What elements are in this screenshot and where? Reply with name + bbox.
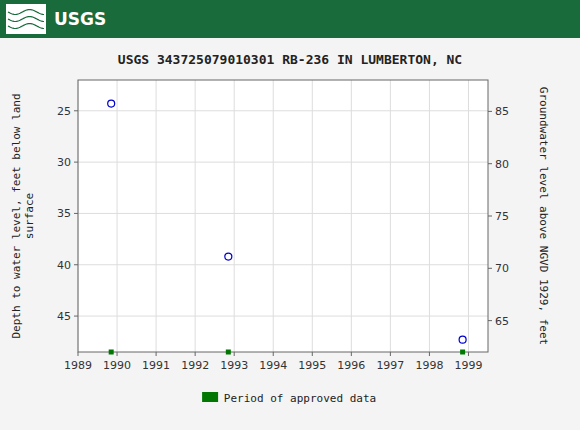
- tick: [234, 352, 235, 356]
- tick-label: 1992: [181, 359, 209, 372]
- background: [0, 0, 580, 430]
- header-text: USGS: [54, 9, 106, 29]
- tick: [273, 352, 274, 356]
- tick-label: 35: [57, 207, 71, 220]
- tick: [195, 352, 196, 356]
- grid-line: [78, 110, 488, 111]
- tick: [74, 213, 78, 214]
- tick-label: 45: [57, 310, 71, 323]
- tick: [74, 264, 78, 265]
- period-markers: [109, 350, 465, 355]
- grid-line: [78, 264, 488, 265]
- header-bar: [0, 0, 580, 38]
- tick: [429, 352, 430, 356]
- point: [459, 336, 466, 343]
- tick-label: 85: [495, 105, 509, 118]
- title: USGS 343725079010301 RB-236 IN LUMBERTON…: [118, 52, 462, 67]
- grid-line: [156, 80, 157, 352]
- tick: [74, 316, 78, 317]
- axis-label: Groundwater level above NGVD 1929, feet: [537, 87, 550, 345]
- tick: [74, 110, 78, 111]
- tick-label: 80: [495, 158, 509, 171]
- tick: [488, 268, 492, 269]
- tick-label: 30: [57, 156, 71, 169]
- tick: [390, 352, 391, 356]
- logo-wave: [8, 24, 44, 29]
- legend-label: Period of approved data: [224, 392, 376, 405]
- tick: [488, 216, 492, 217]
- grid-line: [273, 80, 274, 352]
- tick: [488, 320, 492, 321]
- data: [108, 100, 466, 343]
- grid-line: [390, 80, 391, 352]
- grid-line: [312, 80, 313, 352]
- grid-line: [234, 80, 235, 352]
- grid-line: [468, 80, 469, 352]
- header: USGS: [0, 0, 580, 38]
- legend: Period of approved data: [202, 392, 376, 405]
- period-marker: [460, 350, 465, 355]
- grid-line: [117, 80, 118, 352]
- tick: [117, 352, 118, 356]
- plot-frame: [78, 80, 488, 352]
- logo-box: [6, 4, 46, 34]
- legend-swatch: [202, 392, 218, 402]
- plot-area: [78, 80, 488, 352]
- tick-label: 65: [495, 315, 509, 328]
- tick: [488, 111, 492, 112]
- tick: [78, 352, 79, 356]
- logo-wave: [8, 17, 44, 22]
- axes: 1989 1990 1991 1992 1993 1994 1995 1996 1997 1998…: [57, 105, 509, 372]
- tick-label: 1997: [376, 359, 404, 372]
- period-marker: [109, 350, 114, 355]
- tick-label: 75: [495, 210, 509, 223]
- logo-wave: [8, 10, 44, 15]
- grid-line: [429, 80, 430, 352]
- tick: [312, 352, 313, 356]
- chart: USGS USGS 343725079010301 RB-236 IN LUMBE…: [0, 0, 580, 430]
- tick: [468, 352, 469, 356]
- point: [108, 100, 115, 107]
- tick-label: 1996: [337, 359, 365, 372]
- tick-label: 1991: [142, 359, 170, 372]
- tick: [488, 163, 492, 164]
- point: [225, 253, 232, 260]
- grid-line: [195, 80, 196, 352]
- tick: [156, 352, 157, 356]
- tick-label: 1994: [259, 359, 287, 372]
- tick-label: 1998: [415, 359, 443, 372]
- grid-line: [78, 162, 488, 163]
- grid-line: [78, 316, 488, 317]
- tick-label: 1995: [298, 359, 326, 372]
- tick-label: 25: [57, 105, 71, 118]
- tick-label: 40: [57, 259, 71, 272]
- grid: [78, 80, 488, 352]
- tick-label: 1989: [64, 359, 92, 372]
- tick: [74, 162, 78, 163]
- grid-line: [78, 213, 488, 214]
- axis-label: Depth to water level, feet below land: [10, 93, 23, 338]
- period-marker: [226, 350, 231, 355]
- tick-label: 1993: [220, 359, 248, 372]
- tick-label: 1990: [103, 359, 131, 372]
- tick-label: 70: [495, 262, 509, 275]
- axis-label: surface: [23, 193, 36, 239]
- tick: [351, 352, 352, 356]
- grid-line: [351, 80, 352, 352]
- tick-label: 1999: [454, 359, 482, 372]
